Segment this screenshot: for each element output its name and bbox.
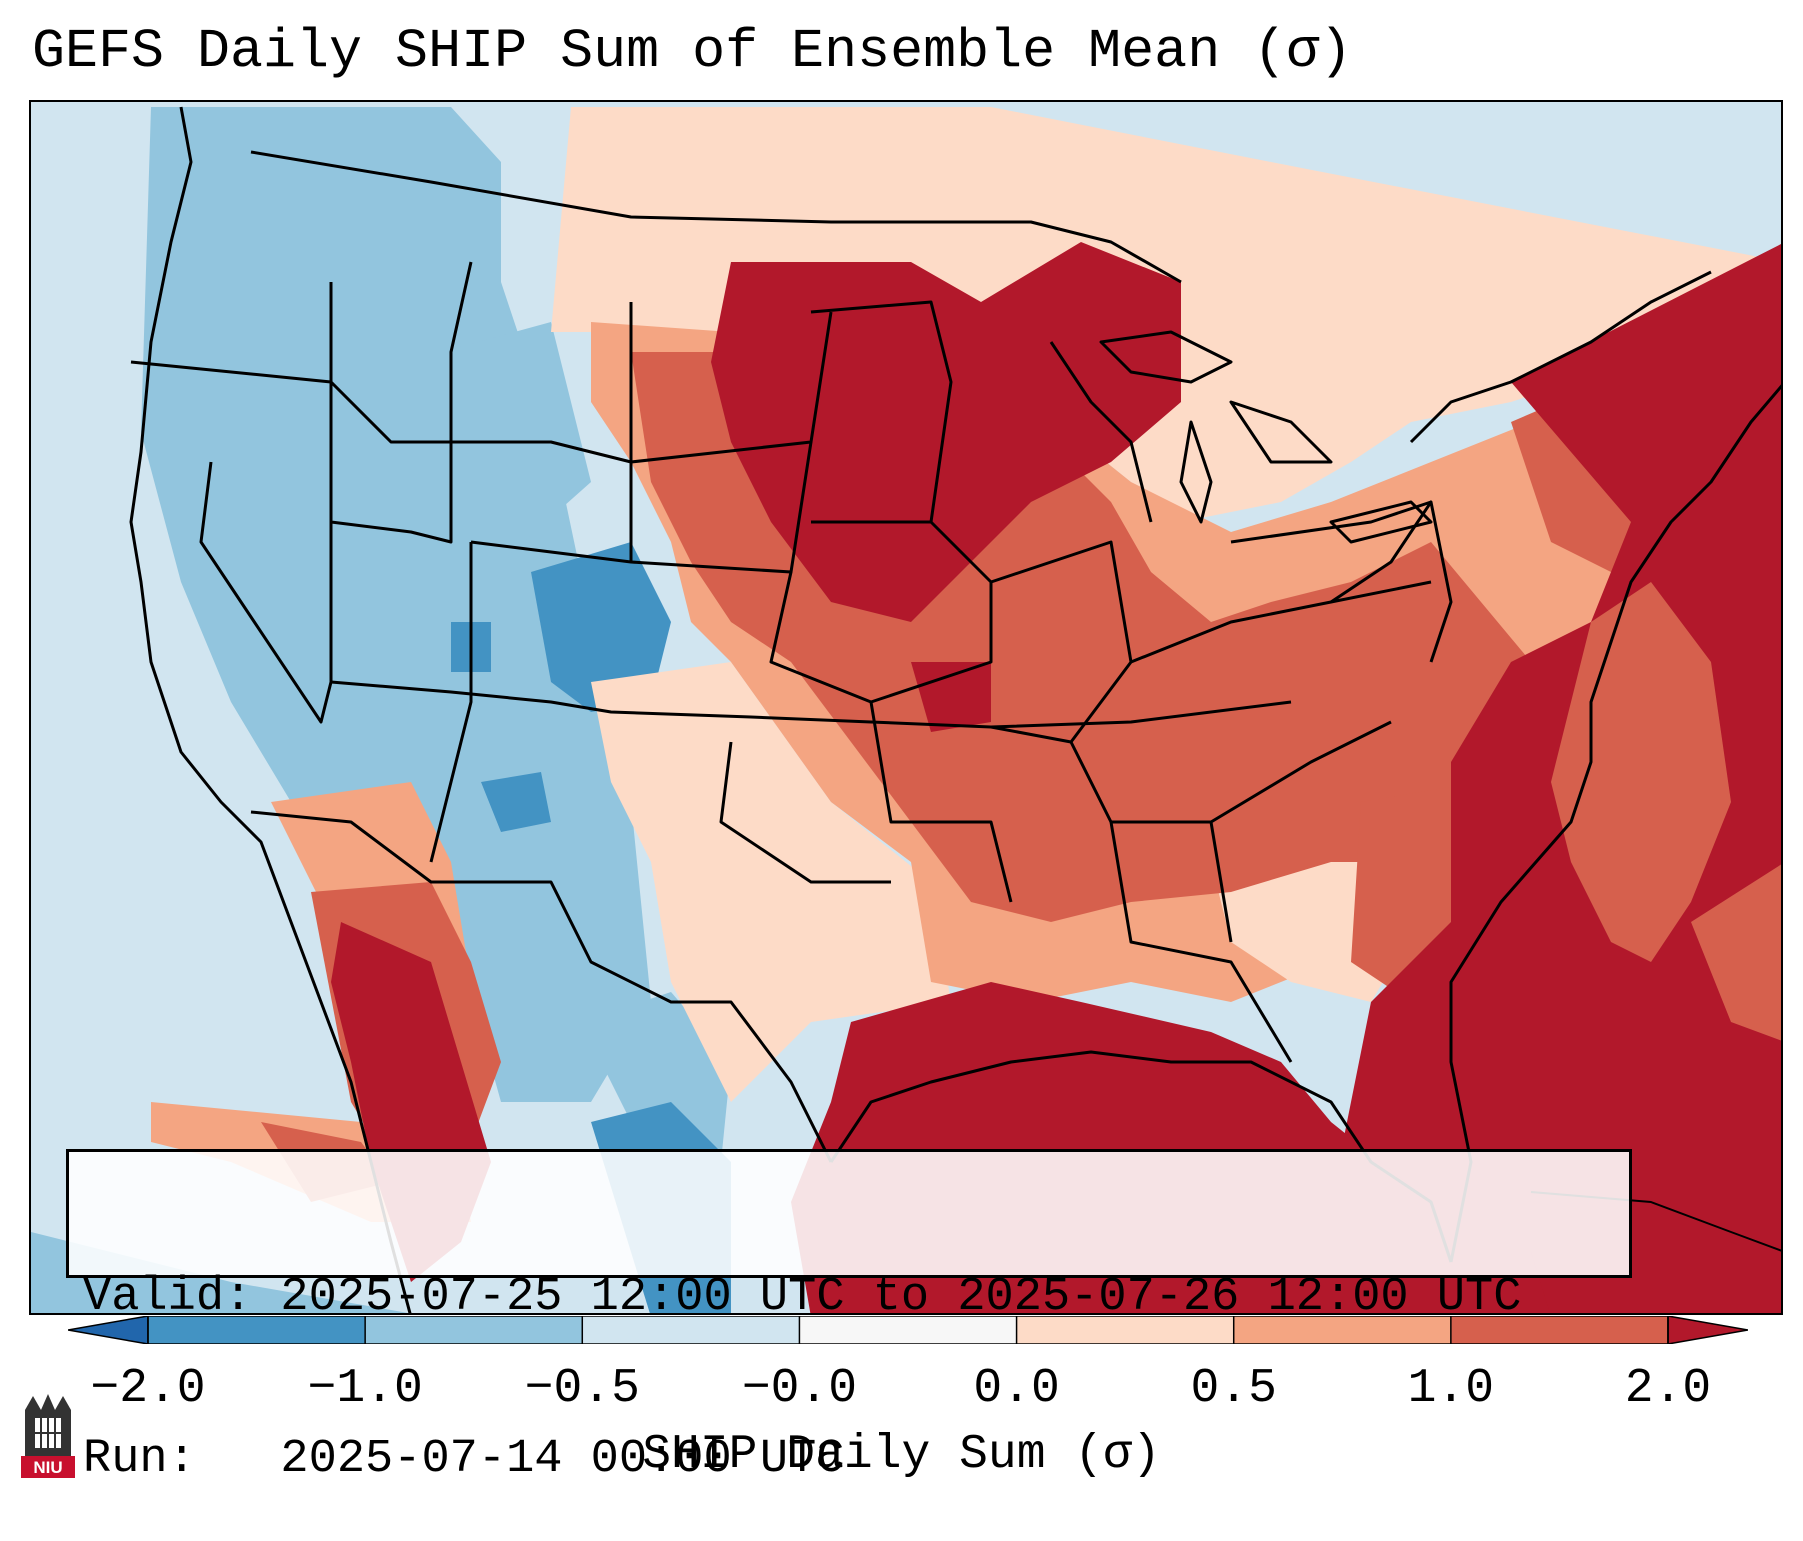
anomaly-area-weak-positive xyxy=(591,662,951,1102)
map-panel xyxy=(29,100,1783,1315)
colorbar-segment xyxy=(582,1316,800,1344)
anomaly-area-weak-negative xyxy=(31,1232,409,1313)
colorbar-segment xyxy=(1016,1316,1235,1344)
state-boundaries xyxy=(129,106,1781,1313)
run-time-text: Run: 2025-07-14 00:00 UTC xyxy=(83,1433,845,1486)
logo-text: NIU xyxy=(33,1458,62,1477)
niu-logo-icon: NIU xyxy=(21,1394,75,1478)
colorbar-segment xyxy=(148,1316,366,1344)
colorbar-tick-label: 0.5 xyxy=(1190,1362,1277,1416)
colorbar xyxy=(68,1316,1748,1344)
colorbar-segment xyxy=(365,1316,583,1344)
colorbar-extension-high xyxy=(1667,1316,1748,1344)
colorbar-segment xyxy=(799,1316,1018,1344)
colorbar-tick-label: −1.0 xyxy=(307,1362,423,1416)
valid-time-text: Valid: 2025-07-25 12:00 UTC to 2025-07-2… xyxy=(83,1271,1522,1324)
valid-time-info-box: Valid: 2025-07-25 12:00 UTC to 2025-07-2… xyxy=(66,1149,1632,1486)
colorbar-tick-label: 1.0 xyxy=(1407,1362,1495,1416)
anomaly-area-moderate-negative xyxy=(481,772,551,832)
anomaly-area-very-strong-positive xyxy=(911,662,991,732)
anomaly-area-strong-positive xyxy=(1691,864,1781,1041)
anomaly-area-strong-positive xyxy=(1551,582,1731,962)
chart-title: GEFS Daily SHIP Sum of Ensemble Mean (σ) xyxy=(32,20,1353,83)
colorbar-segment xyxy=(1450,1316,1669,1344)
colorbar-tick-label: 0.0 xyxy=(973,1362,1060,1416)
anomaly-area-moderate-negative xyxy=(531,542,671,712)
colorbar-tick-label: −0.5 xyxy=(524,1362,640,1416)
colorbar-extension-low xyxy=(68,1316,149,1344)
anomaly-map xyxy=(31,102,1781,1313)
colorbar-label: SHIP Daily Sum (σ) xyxy=(642,1428,1161,1482)
colorbar-tick-label: −0.0 xyxy=(741,1362,858,1416)
colorbar-segment xyxy=(1233,1316,1452,1344)
anomaly-area-weak-negative xyxy=(581,992,731,1162)
colorbar-tick-label: −2.0 xyxy=(90,1362,206,1416)
colorbar-tick-label: 2.0 xyxy=(1624,1362,1712,1416)
